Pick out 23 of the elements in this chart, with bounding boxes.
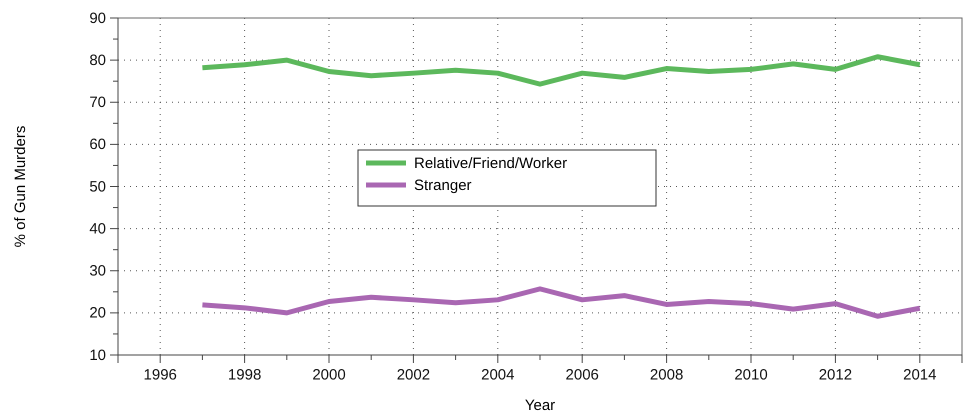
y-tick-label: 80 — [89, 52, 106, 69]
legend-label: Relative/Friend/Worker — [414, 155, 568, 172]
y-tick-label: 60 — [89, 136, 106, 154]
x-tick-label: 1996 — [144, 366, 177, 384]
x-tick-label: 2014 — [903, 366, 936, 384]
y-tick-label: 10 — [89, 346, 106, 364]
x-tick-label: 2002 — [396, 366, 430, 384]
x-axis-title: Year — [524, 397, 556, 411]
y-tick-label: 20 — [89, 304, 106, 322]
y-tick-label: 90 — [89, 10, 106, 27]
y-tick-label: 30 — [89, 262, 106, 280]
x-tick-label: 2012 — [818, 366, 852, 384]
x-tick-label: 2000 — [312, 366, 346, 384]
x-tick-label: 2006 — [566, 366, 599, 384]
x-tick-label: 2008 — [650, 366, 684, 384]
y-tick-label: 40 — [89, 220, 106, 238]
x-tick-label: 2010 — [734, 366, 768, 384]
y-tick-label: 50 — [89, 178, 106, 196]
legend-label: Stranger — [414, 177, 472, 194]
y-tick-label: 70 — [89, 94, 106, 112]
x-tick-label: 1998 — [228, 366, 262, 384]
y-axis-title: % of Gun Murders — [12, 126, 29, 248]
x-tick-label: 2004 — [481, 366, 514, 384]
